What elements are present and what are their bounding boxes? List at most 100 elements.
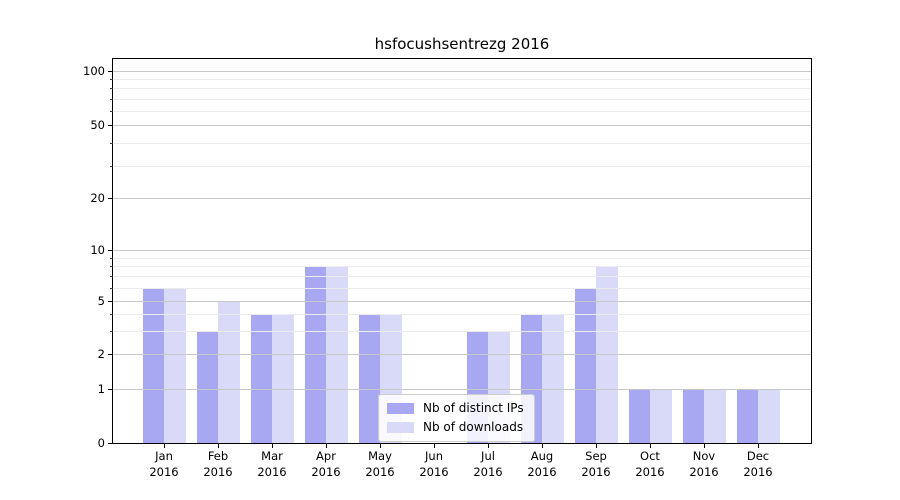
y-minor-tick-mark — [110, 314, 113, 315]
minor-gridline — [113, 166, 811, 167]
bar-downloads-dec — [758, 389, 780, 443]
x-tick-label-jan: Jan 2016 — [124, 449, 204, 480]
bar-distinct-ips-oct — [628, 389, 650, 443]
x-tick-year: 2016 — [473, 464, 503, 479]
bar-distinct-ips-sep — [574, 287, 596, 443]
bar-distinct-ips-nov — [682, 389, 704, 443]
x-tick-mark — [596, 443, 597, 448]
y-minor-tick-mark — [110, 88, 113, 89]
x-tick-mark — [650, 443, 651, 448]
legend-item-downloads: Nb of downloads — [387, 421, 524, 434]
bar-distinct-ips-feb — [196, 330, 218, 443]
y-minor-tick-mark — [110, 79, 113, 80]
y-tick-label: 1 — [97, 382, 105, 396]
x-tick-year: 2016 — [635, 464, 665, 479]
x-tick-label-aug: Aug 2016 — [502, 449, 582, 480]
bar-downloads-oct — [650, 389, 672, 443]
major-gridline — [113, 198, 811, 199]
major-gridline — [113, 389, 811, 390]
legend-swatch-downloads-icon — [387, 422, 414, 433]
x-tick-month: Aug — [530, 449, 554, 463]
minor-gridline — [113, 111, 811, 112]
x-tick-year: 2016 — [257, 464, 287, 479]
major-gridline — [113, 354, 811, 355]
y-minor-tick-mark — [110, 276, 113, 277]
x-tick-mark — [704, 443, 705, 448]
x-tick-label-feb: Feb 2016 — [178, 449, 258, 480]
y-tick-mark — [108, 71, 113, 72]
x-tick-year: 2016 — [203, 464, 233, 479]
y-tick-mark — [108, 354, 113, 355]
x-tick-year: 2016 — [311, 464, 341, 479]
bar-downloads-mar — [272, 313, 294, 443]
x-tick-label-mar: Mar 2016 — [232, 449, 312, 480]
x-tick-mark — [488, 443, 489, 448]
y-minor-tick-mark — [110, 99, 113, 100]
y-minor-tick-mark — [110, 143, 113, 144]
minor-gridline — [113, 266, 811, 267]
x-tick-year: 2016 — [527, 464, 557, 479]
y-tick-mark — [108, 389, 113, 390]
x-tick-month: Mar — [261, 449, 283, 463]
y-minor-tick-mark — [110, 331, 113, 332]
minor-gridline — [113, 314, 811, 315]
x-tick-mark — [380, 443, 381, 448]
x-tick-year: 2016 — [581, 464, 611, 479]
x-tick-label-sep: Sep 2016 — [556, 449, 636, 480]
x-tick-mark — [326, 443, 327, 448]
minor-gridline — [113, 276, 811, 277]
y-minor-tick-mark — [110, 166, 113, 167]
x-tick-mark — [542, 443, 543, 448]
bar-distinct-ips-dec — [736, 389, 758, 443]
x-tick-year: 2016 — [743, 464, 773, 479]
y-tick-label: 5 — [97, 294, 105, 308]
x-tick-month: May — [368, 449, 392, 463]
y-minor-tick-mark — [110, 288, 113, 289]
major-gridline — [113, 250, 811, 251]
x-tick-month: Sep — [585, 449, 607, 463]
x-tick-label-jul: Jul 2016 — [448, 449, 528, 480]
x-tick-year: 2016 — [365, 464, 395, 479]
minor-gridline — [113, 331, 811, 332]
x-tick-month: Apr — [316, 449, 336, 463]
x-tick-month: Jul — [481, 449, 495, 463]
bar-downloads-feb — [218, 301, 240, 443]
x-tick-label-oct: Oct 2016 — [610, 449, 690, 480]
y-minor-tick-mark — [110, 266, 113, 267]
x-tick-month: Dec — [746, 449, 770, 463]
y-tick-mark — [108, 125, 113, 126]
minor-gridline — [113, 258, 811, 259]
x-tick-year: 2016 — [149, 464, 179, 479]
y-tick-mark — [108, 198, 113, 199]
minor-gridline — [113, 143, 811, 144]
x-tick-mark — [434, 443, 435, 448]
plot-area: Nb of distinct IPs Nb of downloads — [112, 58, 812, 444]
x-tick-month: Nov — [692, 449, 716, 463]
x-tick-label-may: May 2016 — [340, 449, 420, 480]
x-tick-month: Oct — [640, 449, 660, 463]
bar-downloads-nov — [704, 389, 726, 443]
bar-distinct-ips-mar — [250, 313, 272, 443]
y-tick-label: 10 — [90, 243, 105, 257]
x-tick-month: Jan — [155, 449, 173, 463]
chart-title: hsfocushsentrezg 2016 — [374, 35, 550, 53]
x-tick-mark — [164, 443, 165, 448]
minor-gridline — [113, 99, 811, 100]
x-tick-label-apr: Apr 2016 — [286, 449, 366, 480]
x-tick-mark — [218, 443, 219, 448]
legend-label-downloads: Nb of downloads — [423, 420, 524, 434]
y-tick-mark — [108, 443, 113, 444]
y-tick-label: 2 — [97, 347, 105, 361]
legend: Nb of distinct IPs Nb of downloads — [378, 394, 535, 442]
y-tick-label: 100 — [83, 64, 105, 78]
major-gridline — [113, 125, 811, 126]
y-minor-tick-mark — [110, 258, 113, 259]
y-tick-label: 50 — [90, 118, 105, 132]
x-tick-label-dec: Dec 2016 — [718, 449, 798, 480]
bar-downloads-aug — [542, 313, 564, 443]
legend-label-distinct-ips: Nb of distinct IPs — [423, 401, 524, 415]
y-tick-mark — [108, 250, 113, 251]
minor-gridline — [113, 79, 811, 80]
major-gridline — [113, 71, 811, 72]
